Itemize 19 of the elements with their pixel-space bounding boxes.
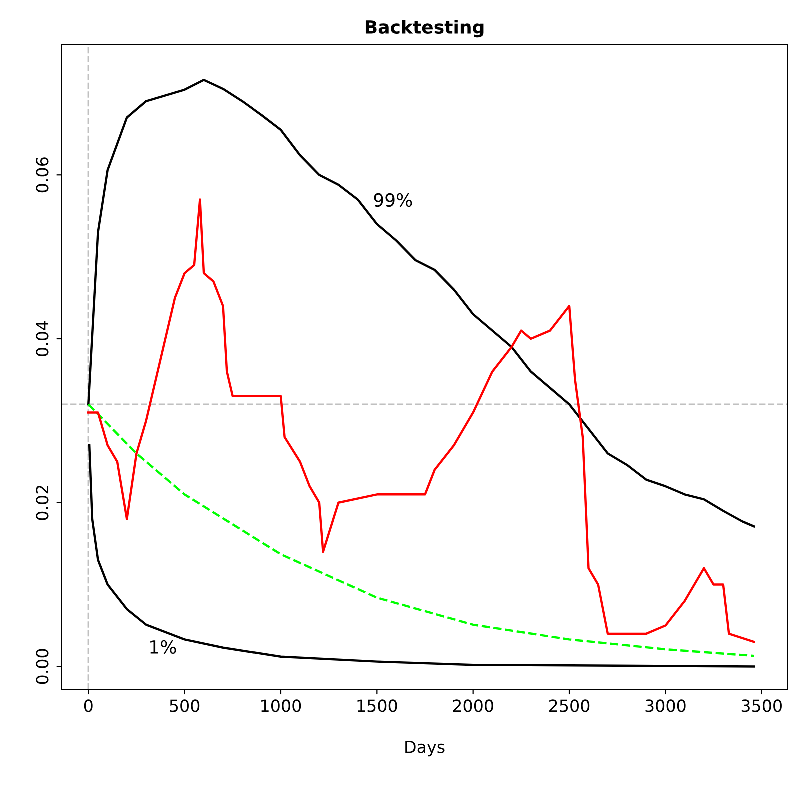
line-series bbox=[88, 403, 756, 658]
y-tick-label: 0.00 bbox=[36, 649, 49, 684]
annotation: 1% bbox=[150, 640, 176, 654]
x-tick-label: 1500 bbox=[358, 700, 398, 712]
x-tick-label: 1000 bbox=[262, 700, 302, 712]
y-tick-label: 0.04 bbox=[36, 321, 49, 356]
x-tick-label: 3500 bbox=[742, 700, 782, 712]
line-series bbox=[88, 444, 756, 668]
y-tick-label: 0.02 bbox=[36, 486, 49, 520]
x-tick-label: 3000 bbox=[646, 700, 686, 712]
y-tick-label: 0.06 bbox=[36, 158, 49, 193]
line-series bbox=[88, 78, 756, 528]
chart-title: Backtesting bbox=[366, 20, 484, 38]
x-tick-label: 0 bbox=[84, 700, 93, 712]
x-axis-title: Days bbox=[406, 741, 445, 757]
x-tick-label: 2000 bbox=[453, 700, 494, 712]
annotation: 99% bbox=[374, 193, 412, 208]
x-tick-label: 2500 bbox=[550, 700, 590, 712]
x-tick-label: 500 bbox=[170, 700, 200, 712]
